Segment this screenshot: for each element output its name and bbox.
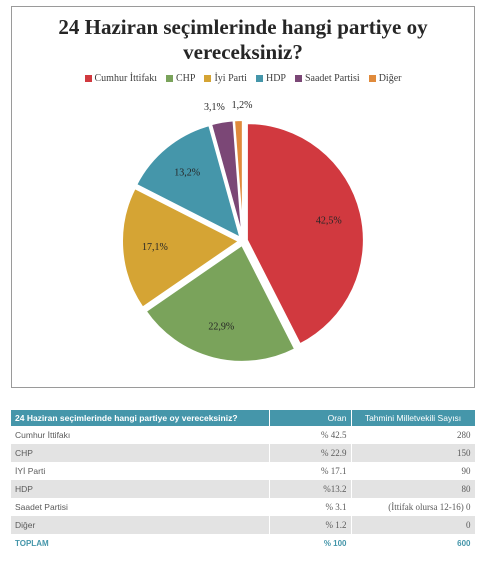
table-cell-seats: 90: [351, 462, 476, 480]
pie-slice: [121, 186, 241, 310]
table-total-seats: 600: [351, 534, 476, 552]
table-cell-seats: 0: [351, 516, 476, 534]
slice-label: 42,5%: [316, 215, 342, 226]
pie-chart: 42,5% 22,9% 17,1% 13,2% 3,1% 1,2%: [121, 100, 365, 363]
slice-label: 13,2%: [174, 168, 200, 179]
legend-item: CHP: [166, 73, 195, 84]
table-header-rate: Oran: [269, 410, 352, 426]
slice-label: 1,2%: [232, 100, 253, 111]
pie-slice: [134, 123, 243, 240]
slice-label: 22,9%: [208, 322, 234, 333]
table-cell-rate: % 3.1: [269, 498, 352, 516]
table-total-row: TOPLAM % 100 600: [11, 534, 476, 552]
table-cell-seats: 150: [351, 444, 476, 462]
legend-item: HDP: [255, 73, 286, 84]
legend-swatch: [255, 75, 263, 82]
pie-slice: [245, 122, 365, 346]
table-cell-rate: % 22.9: [269, 444, 352, 462]
table-header-question: 24 Haziran seçimlerinde hangi partiye oy…: [11, 410, 270, 426]
table-row: CHP % 22.9 150: [11, 444, 476, 462]
table-cell-rate: % 42.5: [269, 426, 352, 444]
table-header-seats: Tahmini Milletvekili Sayısı: [351, 410, 476, 426]
table-cell-party: CHP: [11, 444, 270, 462]
table-cell-rate: % 1.2: [269, 516, 352, 534]
table-cell-party: Cumhur İttifakı: [11, 426, 270, 444]
table-cell-seats: 80: [351, 480, 476, 498]
legend-label: HDP: [265, 73, 286, 84]
chart-frame: 24 Haziran seçimlerinde hangi partiye oy…: [11, 6, 475, 388]
table-cell-rate: % 17.1: [269, 462, 352, 480]
table-row: Diğer % 1.2 0: [11, 516, 476, 534]
results-table: 24 Haziran seçimlerinde hangi partiye oy…: [11, 410, 476, 552]
legend-swatch: [368, 75, 376, 82]
legend-swatch: [294, 75, 302, 82]
legend-item: Diğer: [368, 73, 402, 84]
chart-title: 24 Haziran seçimlerinde hangi partiye oy…: [58, 15, 428, 64]
chart-legend: Cumhur İttifakı CHP İyi Parti HDP Saadet Par…: [12, 73, 474, 84]
legend-label: İyi Parti: [214, 73, 247, 84]
legend-swatch: [166, 75, 174, 82]
legend-label: Cumhur İttifakı: [94, 73, 158, 84]
legend-swatch: [84, 75, 92, 82]
slice-label: 17,1%: [142, 242, 168, 253]
table-row: Saadet Partisi % 3.1 (İttifak olursa 12-…: [11, 498, 476, 516]
table-row: Cumhur İttifakı % 42.5 280: [11, 426, 476, 444]
table-cell-party: Saadet Partisi: [11, 498, 270, 516]
legend-item: Saadet Partisi: [294, 73, 360, 84]
legend-item: İyi Parti: [204, 73, 247, 84]
table-row: HDP %13.2 80: [11, 480, 476, 498]
table-cell-rate: %13.2: [269, 480, 352, 498]
pie-slice: [232, 119, 244, 238]
table-cell-party: İYİ Parti: [11, 462, 270, 480]
legend-label: Diğer: [378, 73, 402, 84]
legend-label: CHP: [176, 73, 196, 84]
table-total-rate: % 100: [269, 534, 352, 552]
table-cell-party: Diğer: [11, 516, 270, 534]
table-header-row: 24 Haziran seçimlerinde hangi partiye oy…: [11, 410, 476, 426]
table-row: İYİ Parti % 17.1 90: [11, 462, 476, 480]
table-total-label: TOPLAM: [11, 534, 270, 552]
legend-swatch: [204, 75, 212, 82]
table-cell-seats: 280: [351, 426, 476, 444]
table-cell-party: HDP: [11, 480, 270, 498]
table-cell-seats: (İttifak olursa 12-16) 0: [351, 498, 476, 516]
legend-label: Saadet Partisi: [304, 73, 360, 84]
slice-label: 3,1%: [204, 102, 225, 113]
legend-item: Cumhur İttifakı: [84, 73, 158, 84]
pie-slice: [144, 243, 297, 363]
